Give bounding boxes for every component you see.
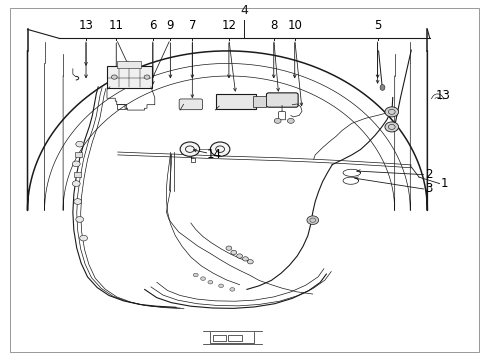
FancyBboxPatch shape xyxy=(117,61,141,68)
Circle shape xyxy=(384,122,398,132)
Bar xyxy=(74,172,81,177)
FancyBboxPatch shape xyxy=(216,94,255,109)
Circle shape xyxy=(193,273,198,277)
Circle shape xyxy=(218,284,223,288)
Circle shape xyxy=(242,257,248,261)
Circle shape xyxy=(274,118,281,123)
Text: 14: 14 xyxy=(206,148,222,161)
Circle shape xyxy=(144,75,150,79)
Circle shape xyxy=(180,142,199,156)
Text: 13: 13 xyxy=(435,89,450,102)
Circle shape xyxy=(111,75,117,79)
Circle shape xyxy=(76,141,83,147)
Circle shape xyxy=(72,161,80,167)
Text: 6: 6 xyxy=(149,19,156,32)
Text: 2: 2 xyxy=(424,168,432,181)
Text: 11: 11 xyxy=(108,19,123,32)
Bar xyxy=(75,152,82,157)
Circle shape xyxy=(287,118,294,123)
Text: 13: 13 xyxy=(79,19,93,32)
FancyBboxPatch shape xyxy=(106,66,152,88)
Text: 10: 10 xyxy=(286,19,302,32)
Circle shape xyxy=(306,216,318,225)
Circle shape xyxy=(200,277,205,280)
Text: 7: 7 xyxy=(188,19,196,32)
Bar xyxy=(117,104,126,109)
Bar xyxy=(212,335,226,341)
Circle shape xyxy=(80,235,87,241)
Text: 3: 3 xyxy=(424,183,431,195)
Text: 5: 5 xyxy=(373,19,381,32)
FancyBboxPatch shape xyxy=(253,96,265,107)
Circle shape xyxy=(229,288,234,291)
Circle shape xyxy=(236,254,242,258)
Ellipse shape xyxy=(379,85,384,90)
Circle shape xyxy=(230,250,236,255)
Text: 8: 8 xyxy=(269,19,277,32)
Text: 1: 1 xyxy=(440,177,447,190)
Circle shape xyxy=(72,181,80,186)
Circle shape xyxy=(210,142,229,156)
Circle shape xyxy=(247,260,253,264)
FancyBboxPatch shape xyxy=(179,99,202,110)
Text: 9: 9 xyxy=(166,19,174,32)
Bar xyxy=(228,335,242,341)
Circle shape xyxy=(207,280,212,284)
Text: 12: 12 xyxy=(221,19,236,32)
Text: 4: 4 xyxy=(240,4,248,17)
Circle shape xyxy=(384,107,398,117)
Circle shape xyxy=(74,199,81,204)
FancyBboxPatch shape xyxy=(266,93,298,107)
Circle shape xyxy=(76,217,83,222)
Circle shape xyxy=(225,246,231,250)
